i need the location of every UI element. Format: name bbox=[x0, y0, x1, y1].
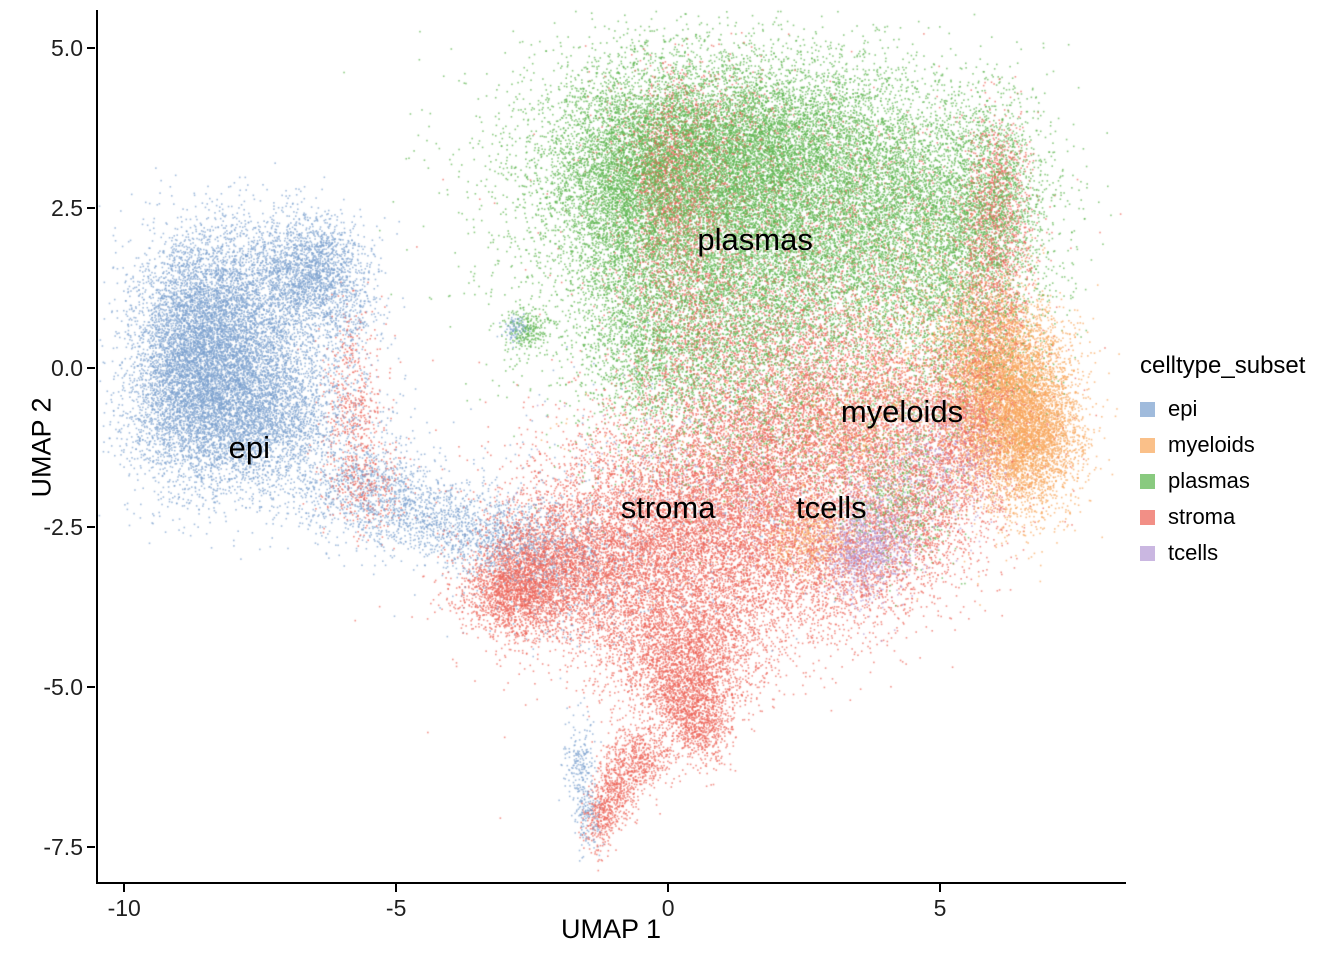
x-axis-tick-label: 5 bbox=[933, 895, 947, 921]
y-axis-tick-label: -5.0 bbox=[43, 674, 83, 701]
legend-swatch-tcells bbox=[1140, 545, 1155, 561]
x-axis-title: UMAP 1 bbox=[560, 914, 662, 944]
x-axis-tick bbox=[395, 884, 398, 892]
legend-swatch-stroma bbox=[1140, 509, 1155, 525]
x-axis-tick-label: 0 bbox=[661, 895, 675, 921]
x-axis-line bbox=[96, 882, 1126, 884]
y-axis-tick bbox=[87, 845, 95, 848]
cluster-label-plasmas: plasmas bbox=[697, 221, 813, 257]
legend-item-plasmas: plasmas bbox=[1140, 468, 1305, 494]
y-axis-tick bbox=[87, 526, 95, 529]
cluster-label-epi: epi bbox=[228, 429, 270, 465]
legend-swatch-myeloids bbox=[1140, 437, 1155, 453]
y-axis-tick bbox=[87, 47, 95, 50]
cluster-label-myeloids: myeloids bbox=[840, 394, 964, 430]
legend-swatch-epi bbox=[1140, 401, 1155, 417]
legend-swatch-plasmas bbox=[1140, 473, 1155, 489]
x-axis-tick-label: -5 bbox=[385, 895, 407, 921]
y-axis-tick-label: -2.5 bbox=[43, 514, 83, 541]
x-axis-tick bbox=[123, 884, 126, 892]
legend-item-stroma: stroma bbox=[1140, 504, 1305, 530]
y-axis-title: UMAP 2 bbox=[26, 397, 57, 498]
legend-title: celltype_subset bbox=[1140, 352, 1306, 379]
legend-label: epi bbox=[1168, 396, 1198, 421]
cluster-label-stroma: stroma bbox=[620, 490, 716, 526]
legend-label: myeloids bbox=[1168, 432, 1255, 457]
legend-item-tcells: tcells bbox=[1140, 540, 1305, 566]
y-axis-tick-label: 0.0 bbox=[51, 354, 83, 381]
y-axis-tick-label: 2.5 bbox=[51, 195, 83, 222]
cluster-label-tcells: tcells bbox=[795, 490, 867, 526]
legend-label: stroma bbox=[1168, 504, 1236, 529]
y-axis-line bbox=[96, 10, 98, 884]
y-axis-tick bbox=[87, 207, 95, 210]
legend: celltype_subset epi myeloids plasmas stroma… bbox=[1140, 352, 1305, 576]
legend-label: plasmas bbox=[1168, 468, 1250, 493]
y-axis-tick bbox=[87, 686, 95, 689]
y-axis-tick-label: 5.0 bbox=[51, 35, 83, 62]
y-axis-tick-label: -7.5 bbox=[43, 833, 83, 860]
x-axis-tick-label: -10 bbox=[107, 895, 141, 921]
legend-item-myeloids: myeloids bbox=[1140, 432, 1305, 458]
x-axis-tick bbox=[667, 884, 670, 892]
legend-label: tcells bbox=[1168, 540, 1219, 565]
legend-item-epi: epi bbox=[1140, 396, 1305, 422]
y-axis-tick bbox=[87, 366, 95, 369]
legend-items: epi myeloids plasmas stroma tcells bbox=[1140, 396, 1305, 566]
x-axis-tick bbox=[939, 884, 942, 892]
